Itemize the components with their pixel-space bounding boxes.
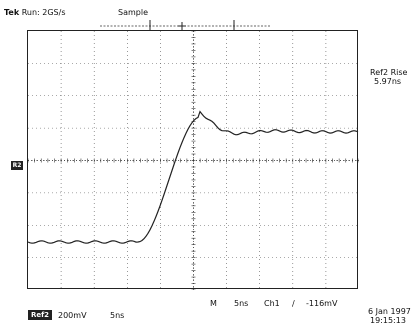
measurement-value: 5.97ns bbox=[374, 77, 401, 86]
ref2-tag: Ref2 bbox=[28, 310, 52, 320]
ref-time-per-div: 5ns bbox=[110, 311, 124, 320]
waveform-graticule bbox=[28, 31, 359, 290]
instrument-status: Tek Run: 2GS/s bbox=[4, 8, 66, 17]
channel-ground-marker: R2 bbox=[11, 161, 23, 170]
main-timebase: 5ns bbox=[234, 299, 248, 308]
ref2-waveform-trace bbox=[28, 112, 358, 244]
measurement-label: Ref2 Rise bbox=[370, 68, 407, 77]
date-stamp: 6 Jan 1997 bbox=[368, 307, 411, 316]
time-stamp: 19:15:13 bbox=[370, 316, 406, 325]
trigger-slope-icon: ∕ bbox=[292, 299, 295, 308]
brand-logo: Tek bbox=[4, 8, 19, 17]
main-timebase-label: M bbox=[210, 299, 217, 308]
ref-volts-per-div: 200mV bbox=[58, 311, 87, 320]
trigger-level: -116mV bbox=[306, 299, 337, 308]
trigger-source: Ch1 bbox=[264, 299, 280, 308]
waveform-display bbox=[27, 30, 358, 289]
run-status: Run: 2GS/s bbox=[22, 8, 66, 17]
acquisition-mode: Sample bbox=[118, 8, 148, 17]
